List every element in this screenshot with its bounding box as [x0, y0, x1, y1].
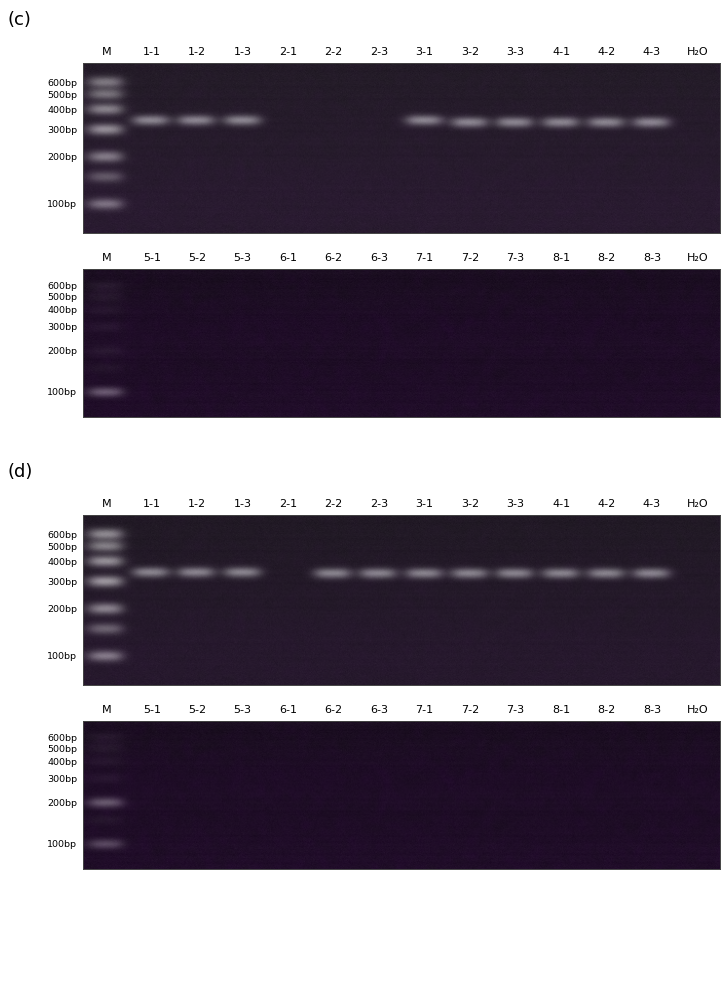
Text: 5-3: 5-3	[234, 705, 252, 715]
Text: 4-1: 4-1	[552, 47, 570, 57]
Text: 6-3: 6-3	[370, 705, 388, 715]
Text: 1-2: 1-2	[188, 499, 206, 509]
Text: 500bp: 500bp	[47, 543, 77, 552]
Text: 3-3: 3-3	[507, 47, 525, 57]
Text: 400bp: 400bp	[47, 106, 77, 115]
Text: 7-1: 7-1	[415, 705, 433, 715]
Text: 100bp: 100bp	[47, 200, 77, 209]
Text: 6-2: 6-2	[325, 705, 343, 715]
Text: 6-1: 6-1	[279, 253, 297, 263]
Text: 200bp: 200bp	[47, 153, 77, 162]
Text: 600bp: 600bp	[47, 282, 77, 291]
Text: 400bp: 400bp	[47, 758, 77, 767]
Text: 2-2: 2-2	[325, 47, 343, 57]
Text: 2-1: 2-1	[279, 499, 297, 509]
Text: 8-3: 8-3	[643, 705, 661, 715]
Text: H₂O: H₂O	[687, 705, 709, 715]
Text: 3-1: 3-1	[415, 499, 433, 509]
Text: (c): (c)	[7, 11, 31, 29]
Text: H₂O: H₂O	[687, 253, 709, 263]
Text: (d): (d)	[7, 463, 33, 481]
Text: 500bp: 500bp	[47, 91, 77, 100]
Text: 2-3: 2-3	[370, 47, 388, 57]
Text: 3-3: 3-3	[507, 499, 525, 509]
Text: 500bp: 500bp	[47, 293, 77, 302]
Text: H₂O: H₂O	[687, 499, 709, 509]
Text: M: M	[102, 499, 111, 509]
Text: 8-1: 8-1	[552, 705, 570, 715]
Text: 4-1: 4-1	[552, 499, 570, 509]
Text: 100bp: 100bp	[47, 388, 77, 397]
Text: 500bp: 500bp	[47, 745, 77, 754]
Text: 1-1: 1-1	[143, 47, 160, 57]
Text: 3-1: 3-1	[415, 47, 433, 57]
Text: 6-2: 6-2	[325, 253, 343, 263]
Text: 7-1: 7-1	[415, 253, 433, 263]
Text: 400bp: 400bp	[47, 558, 77, 567]
Text: H₂O: H₂O	[687, 47, 709, 57]
Text: 400bp: 400bp	[47, 306, 77, 315]
Text: 2-3: 2-3	[370, 499, 388, 509]
Text: 1-3: 1-3	[234, 499, 252, 509]
Text: 2-2: 2-2	[325, 499, 343, 509]
Text: 7-2: 7-2	[461, 253, 479, 263]
Text: 600bp: 600bp	[47, 531, 77, 540]
Text: 300bp: 300bp	[47, 578, 77, 587]
Text: M: M	[102, 47, 111, 57]
Text: 3-2: 3-2	[461, 499, 479, 509]
Text: 4-3: 4-3	[643, 47, 661, 57]
Text: 4-2: 4-2	[597, 499, 616, 509]
Text: 5-3: 5-3	[234, 253, 252, 263]
Text: 300bp: 300bp	[47, 323, 77, 332]
Text: 7-3: 7-3	[507, 253, 525, 263]
Text: 4-2: 4-2	[597, 47, 616, 57]
Text: 100bp: 100bp	[47, 840, 77, 849]
Text: 600bp: 600bp	[47, 79, 77, 88]
Text: 200bp: 200bp	[47, 605, 77, 614]
Text: 8-1: 8-1	[552, 253, 570, 263]
Text: 5-2: 5-2	[188, 705, 206, 715]
Text: 8-3: 8-3	[643, 253, 661, 263]
Text: 3-2: 3-2	[461, 47, 479, 57]
Text: 8-2: 8-2	[597, 705, 616, 715]
Text: M: M	[102, 253, 111, 263]
Text: 200bp: 200bp	[47, 799, 77, 808]
Text: 5-1: 5-1	[143, 253, 160, 263]
Text: 5-1: 5-1	[143, 705, 160, 715]
Text: 5-2: 5-2	[188, 253, 206, 263]
Text: 1-1: 1-1	[143, 499, 160, 509]
Text: 200bp: 200bp	[47, 347, 77, 356]
Text: 300bp: 300bp	[47, 126, 77, 135]
Text: 6-1: 6-1	[279, 705, 297, 715]
Text: 1-3: 1-3	[234, 47, 252, 57]
Text: 6-3: 6-3	[370, 253, 388, 263]
Text: 600bp: 600bp	[47, 734, 77, 743]
Text: 100bp: 100bp	[47, 652, 77, 661]
Text: 300bp: 300bp	[47, 775, 77, 784]
Text: 7-2: 7-2	[461, 705, 479, 715]
Text: 4-3: 4-3	[643, 499, 661, 509]
Text: 1-2: 1-2	[188, 47, 206, 57]
Text: 2-1: 2-1	[279, 47, 297, 57]
Text: 8-2: 8-2	[597, 253, 616, 263]
Text: M: M	[102, 705, 111, 715]
Text: 7-3: 7-3	[507, 705, 525, 715]
